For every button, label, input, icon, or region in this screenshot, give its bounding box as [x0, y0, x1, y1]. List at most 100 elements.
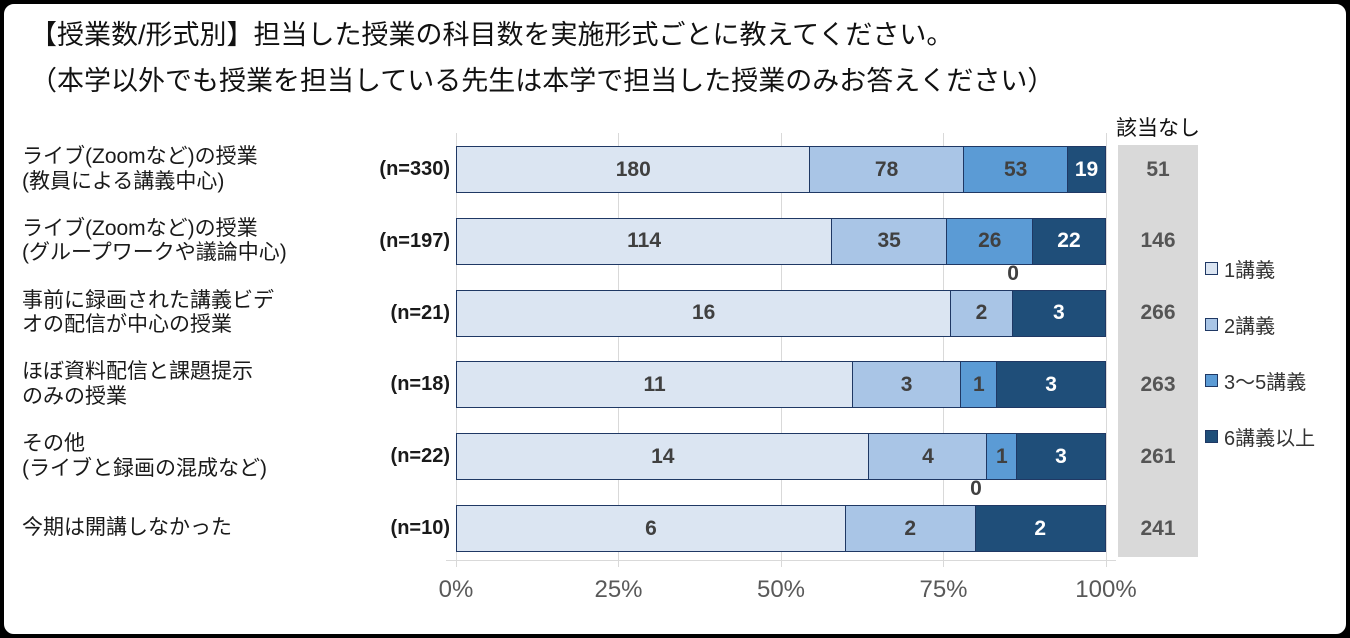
segment-value-label: 2: [904, 516, 917, 540]
segment-value-label: 35: [877, 229, 901, 253]
bar-segment: 26: [946, 217, 1034, 265]
plot-area: 0% 25% 50% 75% 100% 180 78 53 19 114 35 26 22 16 2 3 0 11…: [439, 133, 1137, 603]
bar-segment: 2: [974, 505, 1106, 552]
segment-value-label: 3: [900, 372, 913, 396]
title-line-2: （本学以外でも授業を担当している先生は本学で担当した授業のみお答えください）: [30, 66, 1055, 96]
legend-label: 1講義: [1224, 259, 1276, 282]
chart-title: 【授業数/形式別】担当した授業の科目数を実施形式ごとに教えてください。 （本学以…: [30, 12, 1054, 104]
bar-segment: 3: [851, 361, 962, 409]
axis-tick-mark: [943, 560, 944, 567]
na-column-background: [1118, 145, 1198, 557]
axis-tick-mark: [1105, 560, 1107, 567]
segment-value-label: 2: [1034, 516, 1047, 540]
category-label-line: (教員による講義中心): [22, 169, 225, 193]
segment-value-label: 4: [922, 444, 934, 468]
zero-value-label: 0: [970, 477, 982, 500]
bar-segment: 19: [1067, 146, 1106, 193]
segment-value-label: 26: [978, 229, 1002, 253]
x-axis-tick-label: 75%: [919, 576, 968, 603]
axis-tick-mark: [455, 560, 457, 567]
segment-value-label: 53: [1003, 157, 1028, 181]
legend-swatch: [1205, 317, 1218, 331]
bar-segment: 35: [830, 217, 948, 265]
axis-tick-mark: [618, 560, 619, 567]
n-label: (n=197): [379, 229, 450, 252]
na-value: 266: [1140, 301, 1176, 325]
bar-segment: 11: [456, 361, 854, 409]
bar-segment: 22: [1031, 217, 1106, 265]
category-label-line: その他: [22, 432, 85, 456]
segment-value-label: 2: [975, 301, 988, 325]
segment-value-label: 19: [1074, 157, 1099, 181]
gridline: [455, 133, 457, 560]
axis-tick-mark: [780, 560, 782, 567]
bar-segment: 3: [1015, 433, 1106, 481]
na-value: 51: [1146, 157, 1170, 181]
bar-segment: 2: [949, 289, 1014, 337]
segment-value-label: 78: [874, 157, 899, 181]
zero-value-label: 0: [1007, 261, 1019, 285]
category-label-line: (ライブと録画の混成など): [22, 456, 267, 480]
legend-item: 3〜5講義: [1205, 369, 1306, 394]
category-label-line: 今期は開講しなかった: [22, 516, 232, 540]
segment-value-label: 3: [1052, 301, 1065, 325]
category-label-line: ライブ(Zoomなど)の授業: [22, 216, 258, 240]
bar-row: 14 4 1 3: [456, 433, 1106, 481]
bar-row: 180 78 53 19: [456, 146, 1106, 193]
na-value: 241: [1140, 516, 1176, 540]
title-line-1: 【授業数/形式別】担当した授業の科目数を実施形式ごとに教えてください。: [30, 20, 954, 50]
legend-label: 3〜5講義: [1224, 371, 1307, 394]
segment-value-label: 3: [1045, 372, 1057, 396]
category-label-line: ライブ(Zoomなど)の授業: [22, 145, 258, 168]
category-label-line: ほぼ資料配信と課題提示: [22, 360, 253, 384]
bar-row: 16 2 3: [456, 289, 1106, 337]
n-label: (n=21): [390, 301, 450, 324]
gridline: [943, 133, 944, 560]
bar-segment: 3: [996, 361, 1106, 409]
segment-value-label: 114: [627, 229, 662, 253]
n-label: (n=10): [390, 517, 450, 539]
x-axis-tick-label: 0%: [438, 576, 474, 603]
category-label-line: オの配信が中心の授業: [22, 313, 232, 337]
segment-value-label: 16: [691, 301, 716, 325]
category-label: その他 (ライブと録画の混成など): [22, 432, 352, 480]
segment-value-label: 6: [645, 516, 657, 540]
legend-item: 1講義: [1205, 257, 1275, 282]
bar-segment: 114: [456, 217, 833, 265]
bar-row: 11 3 1 3: [456, 361, 1106, 409]
category-label: ほぼ資料配信と課題提示 のみの授業: [22, 360, 352, 408]
gridline: [1105, 133, 1107, 560]
na-value: 146: [1140, 229, 1176, 253]
x-axis-tick-label: 25%: [594, 576, 643, 603]
n-label: (n=18): [390, 373, 450, 396]
category-label: ライブ(Zoomなど)の授業 (グループワークや議論中心): [22, 216, 352, 265]
segment-value-label: 14: [651, 444, 675, 468]
bar-segment: 53: [962, 146, 1069, 193]
bar-segment: 180: [456, 146, 811, 193]
x-axis-tick-label: 50%: [756, 576, 806, 603]
bar-segment: 4: [868, 433, 988, 481]
bar-row: 6 2 2: [456, 505, 1106, 552]
category-label: 事前に録画された講義ビデ オの配信が中心の授業: [22, 288, 352, 337]
bar-segment: 3: [1011, 289, 1106, 337]
n-label: (n=22): [390, 445, 450, 468]
legend-label: 6講義以上: [1224, 427, 1316, 450]
segment-value-label: 180: [615, 157, 651, 181]
category-label-line: 事前に録画された講義ビデ: [22, 288, 274, 312]
na-value: 261: [1140, 444, 1176, 468]
bar-segment: 6: [456, 505, 846, 552]
bar-segment: 16: [456, 289, 952, 337]
segment-value-label: 11: [643, 372, 666, 396]
segment-value-label: 3: [1055, 444, 1067, 468]
category-label: 今期は開講しなかった: [22, 505, 352, 552]
x-axis-line: [446, 560, 1116, 561]
legend-swatch: [1205, 373, 1218, 387]
gridline: [618, 133, 619, 560]
legend-item: 2講義: [1205, 313, 1275, 338]
segment-value-label: 1: [995, 444, 1008, 468]
na-value: 263: [1140, 372, 1176, 396]
bar-segment: 78: [809, 146, 965, 193]
gridline: [780, 133, 782, 560]
category-label-line: (グループワークや議論中心): [22, 241, 287, 265]
